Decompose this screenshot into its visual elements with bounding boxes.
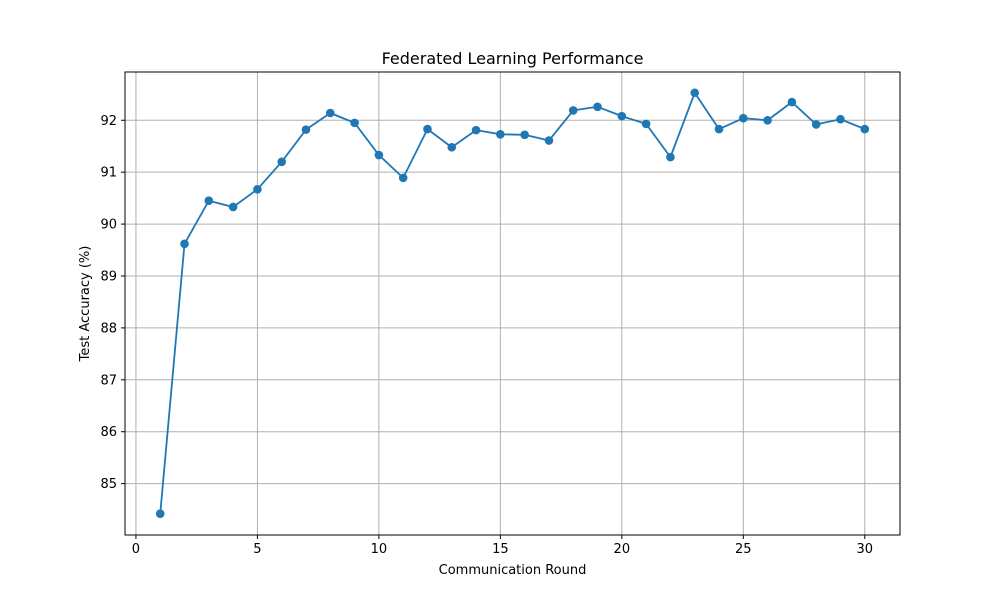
data-point [423, 124, 432, 134]
data-point [253, 185, 262, 194]
data-point [544, 136, 554, 145]
chart-title: Federated Learning Performance [382, 49, 644, 68]
data-point [836, 114, 845, 124]
data-point [398, 173, 408, 183]
data-point [593, 102, 602, 112]
data-point [301, 125, 311, 134]
data-point [690, 88, 700, 98]
y-tick-label: 88 [100, 321, 117, 336]
x-tick-label: 25 [735, 542, 752, 557]
data-point [325, 108, 335, 118]
x-tick-label: 20 [614, 542, 631, 557]
x-axis-label: Communication Round [439, 563, 587, 578]
plot-frame [124, 71, 901, 536]
data-point [496, 129, 505, 139]
grid-lines [125, 72, 900, 535]
data-point [811, 120, 821, 129]
data-point [641, 119, 651, 129]
data-point [350, 118, 359, 128]
data-point [520, 130, 529, 140]
x-tick-label: 10 [371, 542, 388, 557]
y-axis-label: Test Accuracy (%) [78, 246, 93, 363]
y-tick-label: 90 [100, 218, 117, 233]
x-tick-label: 0 [132, 542, 140, 557]
x-tick-label: 15 [492, 542, 509, 557]
y-tick-label: 91 [100, 166, 117, 181]
y-tick-label: 86 [100, 425, 117, 440]
data-point [374, 150, 384, 160]
y-tick-label: 87 [100, 373, 117, 388]
data-point [471, 125, 481, 135]
x-tick-label: 5 [253, 542, 261, 557]
y-tick-label: 89 [100, 269, 117, 284]
data-point [666, 152, 675, 162]
data-point [228, 202, 238, 212]
axis-ticks: 0 5 10 15 20 25 30 85 86 87 88 89 90 91 92 [100, 114, 873, 557]
data-point [568, 106, 578, 115]
data-point [787, 97, 797, 107]
data-point [180, 239, 189, 249]
y-tick-label: 85 [100, 477, 117, 492]
data-point [617, 111, 627, 121]
data-series [155, 88, 870, 519]
data-point [155, 509, 165, 519]
data-point [204, 196, 214, 206]
y-tick-label: 92 [100, 114, 117, 129]
data-point [714, 124, 724, 134]
data-point [447, 142, 457, 152]
data-point [738, 113, 748, 123]
data-point [277, 157, 287, 167]
x-tick-label: 30 [856, 542, 873, 557]
data-point [763, 115, 772, 125]
data-point [860, 124, 870, 134]
